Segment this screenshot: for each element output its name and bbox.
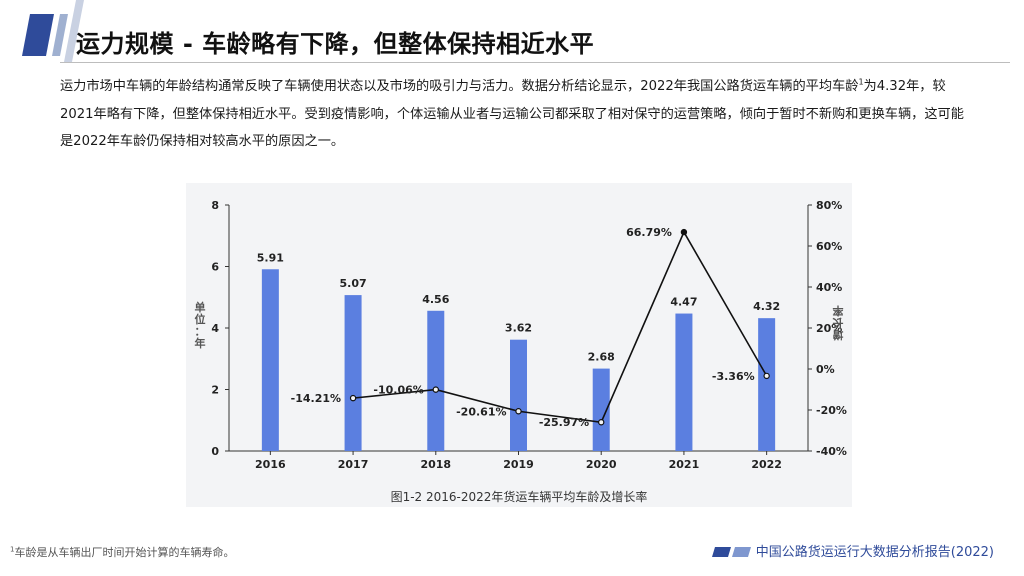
bar (510, 339, 527, 451)
y-tick-label-left: 2 (211, 384, 219, 397)
y-axis-title-right: 率 (833, 304, 844, 318)
bar (427, 310, 445, 451)
footnote-marker: 1 (10, 545, 15, 554)
footer-stripes (712, 547, 751, 557)
bar (261, 269, 279, 451)
bar-value-label: 3.62 (505, 322, 532, 335)
intro-text-part1: 运力市场中车辆的年龄结构通常反映了车辆使用状态以及市场的吸引力与活力。数据分析结… (60, 79, 859, 94)
footnote: 1车龄是从车辆出厂时间开始计算的车辆寿命。 (10, 544, 234, 560)
growth-value-label: -25.97% (539, 416, 589, 429)
x-tick-label: 2019 (503, 458, 534, 471)
y-tick-label-left: 8 (211, 199, 219, 212)
page-title: 运力规模 - 车龄略有下降，但整体保持相近水平 (76, 30, 595, 58)
bar-value-label: 4.56 (422, 293, 449, 306)
bar-value-label: 4.32 (753, 300, 780, 313)
x-tick-label: 2020 (586, 458, 617, 471)
growth-value-label: -10.06% (373, 384, 423, 397)
y-tick-label-right: 20% (816, 322, 842, 335)
y-tick-label-right: -20% (816, 404, 847, 417)
growth-value-label: -3.36% (712, 370, 755, 383)
x-tick-label: 2018 (420, 458, 451, 471)
bar (592, 368, 610, 451)
intro-footnote-ref: 1 (858, 77, 864, 87)
bar-value-label: 4.47 (670, 296, 697, 309)
bar (675, 313, 693, 451)
y-tick-label-left: 4 (211, 322, 219, 335)
chart-panel: 0 2 4 6 8 -40% -20% 0% 20% 40% 60% 80% 单位：年 率长增 2016 20… (186, 183, 852, 507)
x-tick-label: 2021 (669, 458, 700, 471)
bar (758, 318, 776, 451)
growth-point (598, 419, 605, 426)
footnote-text: 车龄是从车辆出厂时间开始计算的车辆寿命。 (14, 546, 235, 559)
y-axis-title-right: 增 (833, 328, 844, 342)
intro-paragraph: 运力市场中车辆的年龄结构通常反映了车辆使用状态以及市场的吸引力与活力。数据分析结… (60, 73, 970, 156)
y-tick-label-left: 6 (211, 261, 219, 274)
x-tick-label: 2022 (751, 458, 782, 471)
bar (344, 295, 362, 451)
footer-brand: 中国公路货运运行大数据分析报告(2022) (755, 545, 994, 560)
x-tick-label: 2017 (338, 458, 369, 471)
growth-value-label: -20.61% (456, 405, 506, 418)
bar-value-label: 5.07 (340, 277, 367, 290)
growth-value-label: -14.21% (291, 392, 341, 405)
x-tick-label: 2016 (255, 458, 286, 471)
y-tick-label-right: 60% (816, 240, 842, 253)
chart-svg: 0 2 4 6 8 -40% -20% 0% 20% 40% 60% 80% 单位：年 率长增 2016 20… (195, 199, 847, 504)
y-axis-title-left: 位 (195, 312, 206, 326)
growth-point (680, 228, 688, 236)
y-tick-label-right: 80% (816, 199, 842, 212)
y-axis-title-left: 年 (195, 336, 206, 350)
intro-text-part2: 为4.32年，较2021年略有下降，但整体保持相近水平。受到疫情影响，个体运输从… (60, 79, 964, 149)
growth-value-label: 66.79% (626, 226, 672, 239)
growth-point (349, 394, 357, 402)
y-axis-title-left: 单 (195, 300, 206, 314)
y-axis-title-right: 长 (832, 316, 844, 330)
growth-line (352, 230, 768, 424)
y-tick-label-left: 0 (211, 445, 219, 458)
chart-title: 图1-2 2016-2022年货运车辆平均车龄及增长率 (391, 489, 648, 504)
title-divider (60, 62, 1010, 63)
y-tick-label-right: -40% (816, 445, 847, 458)
growth-point (515, 408, 522, 415)
growth-point (763, 372, 770, 380)
y-tick-label-right: 0% (816, 363, 835, 376)
growth-point (432, 386, 439, 393)
bar-value-label: 2.68 (588, 351, 615, 364)
bar-value-label: 5.91 (257, 251, 284, 264)
logo-stripes (22, 0, 84, 62)
y-axis-title-left: ： (195, 325, 206, 338)
y-tick-label-right: 40% (816, 281, 842, 294)
